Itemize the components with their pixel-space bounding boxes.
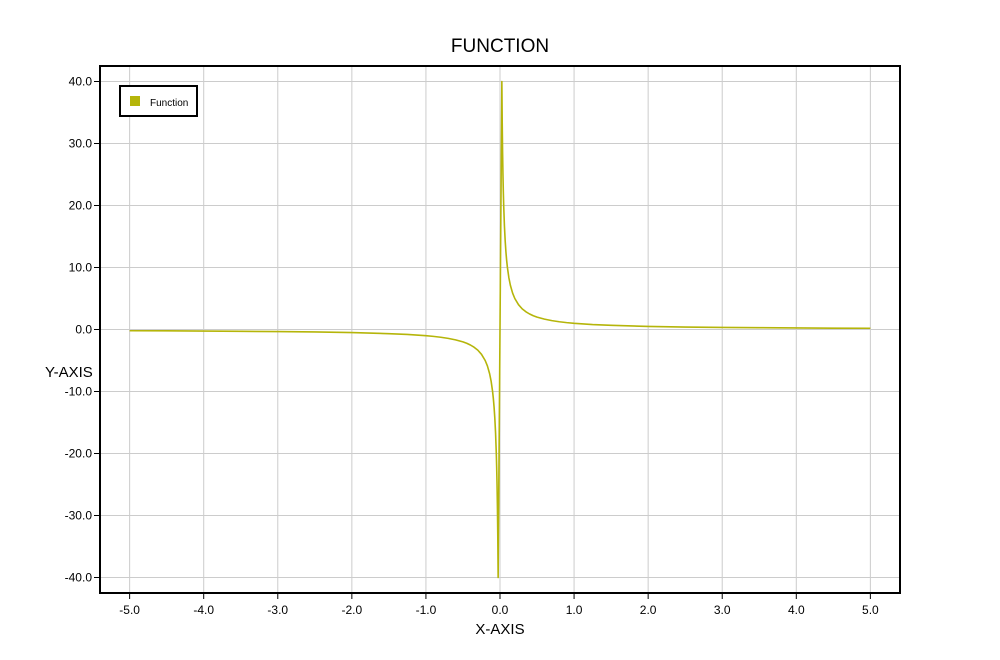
series-layer: [129, 80, 871, 579]
grid-layer: [100, 66, 900, 593]
y-axis-label: Y-AXIS: [45, 364, 93, 381]
x-tick-label: -3.0: [267, 603, 288, 617]
x-tick-label: 1.0: [566, 603, 583, 617]
x-axis-label: X-AXIS: [475, 621, 525, 638]
y-tick-label: 30.0: [69, 137, 93, 151]
y-tick-label: -20.0: [65, 447, 93, 461]
y-tick-label: 20.0: [69, 199, 93, 213]
tick-layer: -5.0 -4.0 -3.0 -2.0 -1.0 0.0 1.0 2.0 3.0 4.0 5.0 40…: [65, 75, 879, 618]
x-tick-label: 2.0: [640, 603, 657, 617]
series-line-function: [129, 80, 871, 579]
x-tick-label: -5.0: [119, 603, 140, 617]
y-tick-label: -10.0: [65, 385, 93, 399]
x-tick-label: 5.0: [862, 603, 879, 617]
x-tick-label: 4.0: [788, 603, 805, 617]
legend-swatch: [130, 96, 140, 106]
legend-label: Function: [150, 98, 188, 109]
y-tick-label: -30.0: [65, 509, 93, 523]
legend: Function: [119, 85, 198, 117]
y-tick-label: 0.0: [75, 323, 92, 337]
x-tick-label: 0.0: [492, 603, 509, 617]
x-tick-label: 3.0: [714, 603, 731, 617]
x-tick-label: -2.0: [342, 603, 363, 617]
x-tick-label: -1.0: [416, 603, 437, 617]
y-tick-label: -40.0: [65, 571, 93, 585]
y-tick-label: 10.0: [69, 261, 93, 275]
y-tick-label: 40.0: [69, 75, 93, 89]
x-tick-label: -4.0: [193, 603, 214, 617]
chart-title: FUNCTION: [450, 36, 550, 57]
